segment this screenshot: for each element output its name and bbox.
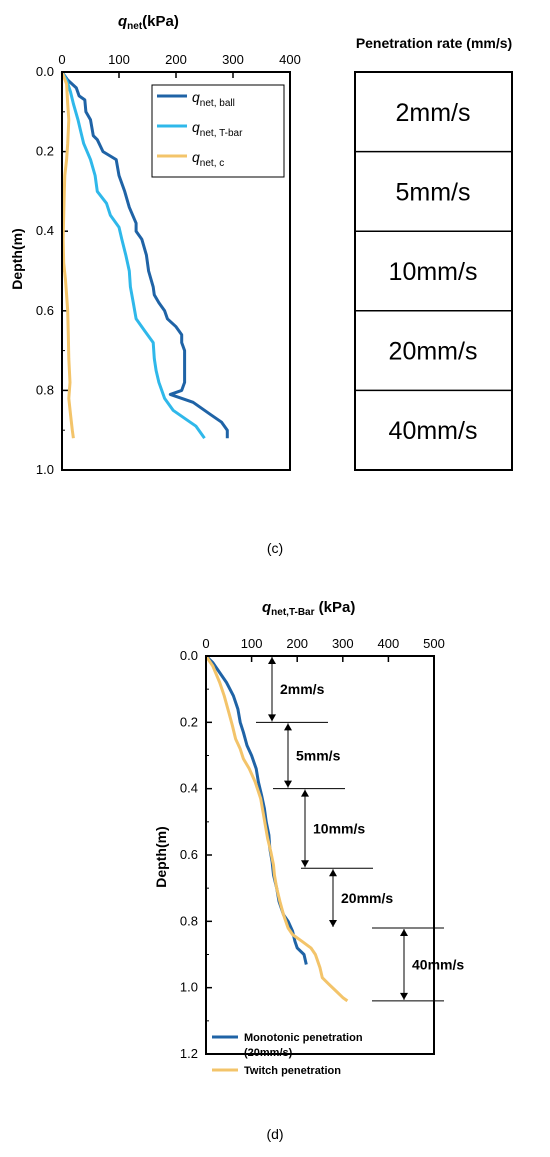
- penetration-rate-row: 5mm/s: [396, 178, 471, 206]
- chart-d-legend: Monotonic penetration (20mm/s) Twitch pe…: [212, 1032, 363, 1077]
- d-range-arrowhead: [301, 789, 309, 797]
- d-rate-label: 10mm/s: [313, 820, 365, 836]
- d-y-tick-label: 0.2: [180, 714, 198, 729]
- c-x-tick-label: 400: [279, 52, 301, 67]
- chart-d-x-axis-title-q: q: [262, 599, 271, 616]
- panel-label-c: (c): [267, 540, 283, 556]
- d-y-tick-label: 0.4: [180, 781, 198, 796]
- c-y-tick-label: 0.6: [36, 303, 54, 318]
- c-y-tick-label: 0.2: [36, 144, 54, 159]
- chart-c-x-axis-title-q: q: [118, 13, 127, 30]
- d-range-arrowhead: [400, 992, 408, 1000]
- d-x-tick-label: 300: [332, 636, 354, 651]
- chart-c-legend-label-cone: qnet, c: [192, 149, 224, 169]
- c-x-tick-label: 0: [58, 52, 65, 67]
- d-y-tick-label: 0.6: [180, 847, 198, 862]
- chart-c-legend-box: [151, 84, 285, 178]
- chart-d-legend-label-twitch: Twitch penetration: [244, 1065, 341, 1077]
- penetration-rate-table-frame: [354, 71, 513, 471]
- c-y-tick-label: 1.0: [36, 462, 54, 477]
- d-series-line-0: [204, 654, 308, 965]
- c-series-line-1: [60, 71, 206, 440]
- d-range-arrowhead: [284, 780, 292, 788]
- chart-d-x-axis-title-sub: net,T-Bar: [271, 607, 314, 618]
- penetration-rate-table-title: Penetration rate (mm/s): [356, 35, 512, 51]
- d-rate-label: 40mm/s: [412, 956, 464, 972]
- c-series-line-0: [60, 71, 229, 439]
- d-x-tick-label: 100: [241, 636, 263, 651]
- chart-d: qnet,T-Bar (kPa) 0 100 200 300 400 500 0.0 0.2…: [153, 599, 464, 1077]
- c-x-tick-label: 100: [108, 52, 130, 67]
- d-y-tick-label: 0.8: [180, 913, 198, 928]
- d-range-arrowhead: [329, 869, 337, 877]
- c-x-tick-label: 300: [222, 52, 244, 67]
- chart-c-x-axis-title-unit: (kPa): [142, 13, 179, 30]
- c-y-tick-label: 0.0: [36, 64, 54, 79]
- d-rate-label: 5mm/s: [296, 748, 341, 764]
- chart-c-x-axis-title-sub: net: [127, 21, 143, 32]
- d-rate-label: 20mm/s: [341, 890, 393, 906]
- chart-d-x-axis-title: qnet,T-Bar (kPa): [262, 599, 355, 618]
- penetration-rate-row: 10mm/s: [389, 258, 478, 286]
- chart-c-legend-label-ball: qnet, ball: [192, 89, 235, 109]
- d-range-arrowhead: [400, 928, 408, 936]
- d-x-tick-label: 200: [286, 636, 308, 651]
- panel-label-d: (d): [266, 1126, 283, 1142]
- d-range-arrowhead: [268, 657, 276, 664]
- d-x-tick-label: 500: [423, 636, 445, 651]
- d-range-arrowhead: [329, 919, 337, 927]
- d-y-tick-label: 1.2: [180, 1046, 198, 1061]
- c-series-line-2: [60, 71, 75, 439]
- chart-c-legend: qnet, ball qnet, T-bar qnet, c: [151, 84, 285, 178]
- chart-c-plot-frame: [61, 71, 291, 471]
- d-range-arrowhead: [284, 723, 292, 731]
- d-series-line-1: [204, 655, 349, 1003]
- penetration-rate-row: 20mm/s: [389, 338, 478, 366]
- chart-c: qnet(kPa) 0 100 200 300 400 0.0 0.2 0.4 0.6 0.8 1…: [9, 13, 301, 477]
- chart-d-plot-frame: [205, 655, 435, 1055]
- d-x-tick-label: 0: [202, 636, 209, 651]
- chart-c-y-axis-title: Depth(m): [9, 228, 25, 289]
- penetration-rate-row: 2mm/s: [396, 99, 471, 127]
- d-y-tick-label: 1.0: [180, 980, 198, 995]
- chart-d-legend-label-monotonic-rate: (20mm/s): [244, 1047, 293, 1059]
- d-rate-label: 2mm/s: [280, 681, 325, 697]
- chart-c-legend-label-tbar: qnet, T-bar: [192, 119, 243, 139]
- penetration-rate-row: 40mm/s: [389, 417, 478, 445]
- chart-d-x-axis-title-unit: (kPa): [315, 599, 356, 616]
- d-range-arrowhead: [301, 860, 309, 868]
- d-range-arrowhead: [268, 714, 276, 722]
- chart-d-y-axis-title: Depth(m): [153, 826, 169, 887]
- chart-d-legend-label-monotonic: Monotonic penetration: [244, 1032, 363, 1044]
- d-x-tick-label: 400: [378, 636, 400, 651]
- c-x-tick-label: 200: [165, 52, 187, 67]
- penetration-rate-table: Penetration rate (mm/s) 2mm/s 5mm/s 10mm/s…: [354, 35, 513, 471]
- d-y-tick-label: 0.0: [180, 648, 198, 663]
- c-y-tick-label: 0.8: [36, 382, 54, 397]
- chart-c-x-axis-title: qnet(kPa): [118, 13, 179, 32]
- c-y-tick-label: 0.4: [36, 223, 54, 238]
